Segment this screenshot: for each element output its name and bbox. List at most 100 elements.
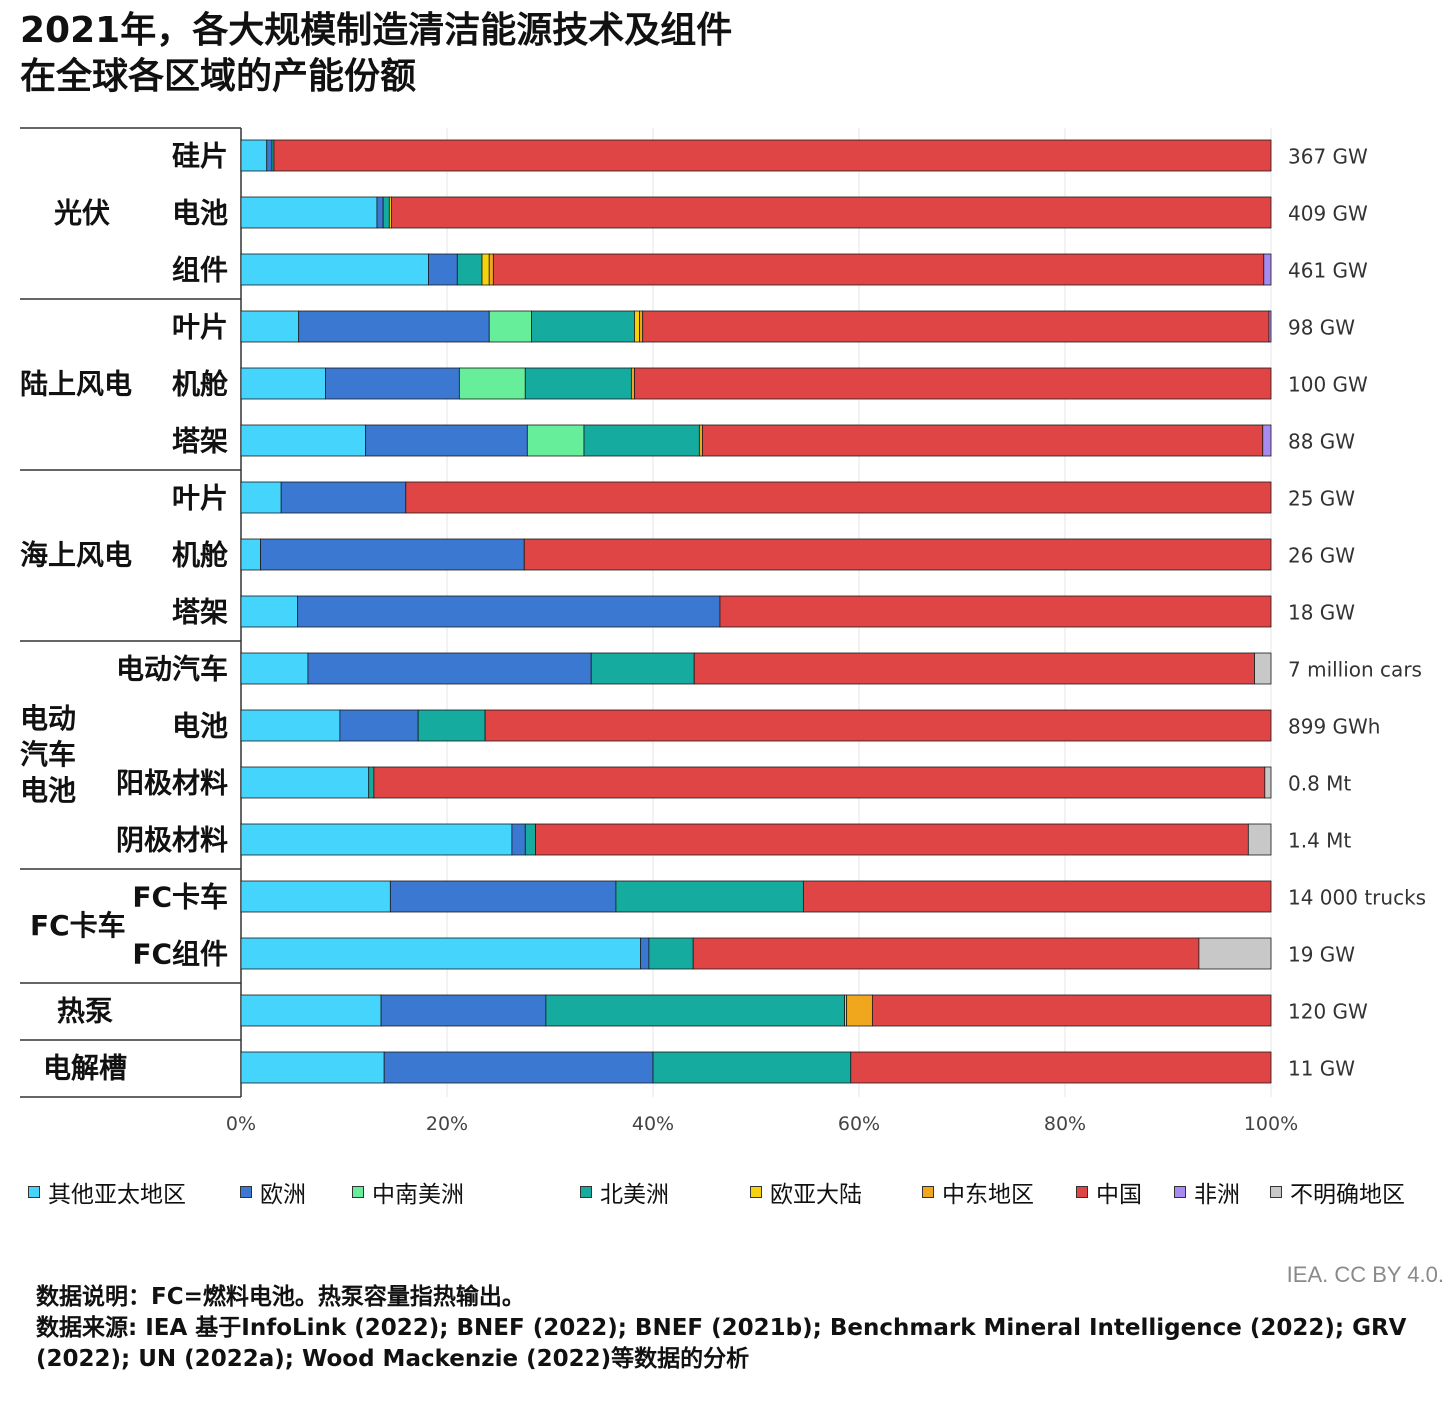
x-tick-label: 40% xyxy=(632,1113,674,1135)
bar-segment-unspecified: 不明确地区 xyxy=(1264,766,1272,799)
legend-swatch xyxy=(1174,1186,1186,1198)
row-label: 阴极材料 xyxy=(116,824,228,857)
capacity-label: 367 GW xyxy=(1288,145,1368,169)
legend-swatch xyxy=(750,1186,762,1198)
bar-segment-unspecified: 不明确地区 xyxy=(1254,652,1272,685)
bar-segment-europe: 欧洲 xyxy=(428,253,458,286)
row-label: 组件 xyxy=(172,254,228,287)
bar-segment-china: 中国 xyxy=(405,481,1272,514)
capacity-label: 14 000 trucks xyxy=(1288,886,1426,910)
legend-item-africa: 非洲 xyxy=(1174,1172,1240,1212)
capacity-label: 98 GW xyxy=(1288,316,1355,340)
bar-segment-middle_east: 中东地区 xyxy=(488,253,494,286)
bar-segment-other_apac: 其他亚太地区 xyxy=(240,139,268,172)
capacity-label: 409 GW xyxy=(1288,202,1368,226)
bar-segment-china: 中国 xyxy=(634,367,1272,400)
legend-swatch xyxy=(1076,1186,1088,1198)
bar-segment-north_america: 北美洲 xyxy=(531,310,635,343)
chart-title-line-2: 在全球各区域的产能份额 xyxy=(20,56,417,97)
row-label: 机舱 xyxy=(172,539,229,572)
bar-segment-other_apac: 其他亚太地区 xyxy=(240,367,326,400)
row-label: 塔架 xyxy=(172,596,228,629)
bar-segment-europe: 欧洲 xyxy=(307,652,592,685)
row-label: 电池 xyxy=(172,197,228,230)
legend-item-europe: 欧洲 xyxy=(240,1172,306,1212)
legend-swatch xyxy=(1270,1186,1282,1198)
group-label: 电动汽车电池 xyxy=(20,702,76,807)
bar-segment-csam: 中南美洲 xyxy=(526,424,585,457)
bar-segment-china: 中国 xyxy=(273,139,1272,172)
x-tick-label: 0% xyxy=(226,1113,256,1135)
bar-segment-europe: 欧洲 xyxy=(383,1051,654,1084)
legend-swatch xyxy=(28,1186,40,1198)
bar-segment-other_apac: 其他亚太地区 xyxy=(240,709,341,742)
legend-label: 非洲 xyxy=(1194,1182,1240,1208)
chart-title-line-1: 2021年，各大规模制造清洁能源技术及组件 xyxy=(20,10,733,51)
bar-segment-north_america: 北美洲 xyxy=(524,823,536,856)
group-label: 光伏 xyxy=(53,197,110,230)
bar-segment-csam: 中南美洲 xyxy=(488,310,532,343)
bar-segment-north_america: 北美洲 xyxy=(456,253,483,286)
legend-item-north_america: 北美洲 xyxy=(580,1172,669,1212)
bar-segment-china: 中国 xyxy=(850,1051,1272,1084)
bar-segment-middle_east: 中东地区 xyxy=(639,310,644,343)
chart-title: 2021年，各大规模制造清洁能源技术及组件 在全球各区域的产能份额 xyxy=(20,8,1020,100)
bar-segment-other_apac: 其他亚太地区 xyxy=(240,994,382,1027)
chart-legend: 其他亚太地区 欧洲 中南美洲 北美洲 欧亚大陆 中东地区 中国 非洲 不明确地区 xyxy=(0,1172,1450,1212)
bar-segment-other_apac: 其他亚太地区 xyxy=(240,424,367,457)
row-label: 叶片 xyxy=(172,311,228,344)
capacity-label: 120 GW xyxy=(1288,1000,1368,1024)
legend-item-other_apac: 其他亚太地区 xyxy=(28,1172,186,1212)
legend-item-china: 中国 xyxy=(1076,1172,1142,1212)
row-label: 机舱 xyxy=(172,368,229,401)
bar-segment-other_apac: 其他亚太地区 xyxy=(240,196,378,229)
bar-segment-china: 中国 xyxy=(802,880,1272,913)
legend-label: 中国 xyxy=(1096,1182,1142,1208)
legend-label: 欧亚大陆 xyxy=(770,1182,862,1208)
bar-segment-other_apac: 其他亚太地区 xyxy=(240,766,370,799)
bar-segment-europe: 欧洲 xyxy=(511,823,526,856)
capacity-label: 25 GW xyxy=(1288,487,1355,511)
legend-label: 其他亚太地区 xyxy=(48,1182,186,1208)
bar-segment-north_america: 北美洲 xyxy=(615,880,804,913)
bar-segment-china: 中国 xyxy=(390,196,1272,229)
bar-segment-other_apac: 其他亚太地区 xyxy=(240,652,309,685)
bar-segment-north_america: 北美洲 xyxy=(545,994,845,1027)
row-label: FC组件 xyxy=(132,938,228,971)
x-tick-label: 80% xyxy=(1044,1113,1086,1135)
bar-segment-europe: 欧洲 xyxy=(380,994,547,1027)
bar-segment-north_america: 北美洲 xyxy=(648,937,694,970)
bar-segment-africa: 非洲 xyxy=(1263,253,1272,286)
legend-swatch xyxy=(352,1186,364,1198)
bar-segment-china: 中国 xyxy=(523,538,1272,571)
capacity-label: 19 GW xyxy=(1288,943,1355,967)
bar-segment-unspecified: 不明确地区 xyxy=(1247,823,1272,856)
bar-segment-north_america: 北美洲 xyxy=(524,367,632,400)
bar-segment-other_apac: 其他亚太地区 xyxy=(240,253,429,286)
row-label: 电动汽车 xyxy=(116,653,228,686)
bar-segment-other_apac: 其他亚太地区 xyxy=(240,595,299,628)
bar-segment-europe: 欧洲 xyxy=(376,196,384,229)
bar-segment-china: 中国 xyxy=(484,709,1272,742)
bar-segment-other_apac: 其他亚太地区 xyxy=(240,538,261,571)
legend-label: 不明确地区 xyxy=(1290,1182,1405,1208)
bar-segment-china: 中国 xyxy=(535,823,1249,856)
chart-notes: 数据说明：FC=燃料电池。热泵容量指热输出。 数据来源: IEA 基于InfoL… xyxy=(36,1282,1416,1375)
legend-swatch xyxy=(240,1186,252,1198)
legend-label: 欧洲 xyxy=(260,1182,306,1208)
credit-text: IEA. CC BY 4.0. xyxy=(1286,1262,1444,1287)
group-label: 海上风电 xyxy=(20,539,132,572)
bar-segment-other_apac: 其他亚太地区 xyxy=(240,310,300,343)
capacity-label: 11 GW xyxy=(1288,1057,1355,1081)
capacity-label: 461 GW xyxy=(1288,259,1368,283)
bar-segment-china: 中国 xyxy=(492,253,1265,286)
group-label: 热泵 xyxy=(57,995,113,1028)
bar-segment-other_apac: 其他亚太地区 xyxy=(240,481,282,514)
bar-segment-other_apac: 其他亚太地区 xyxy=(240,880,391,913)
bar-segment-china: 中国 xyxy=(642,310,1270,343)
legend-label: 中东地区 xyxy=(942,1182,1034,1208)
bar-segment-north_america: 北美洲 xyxy=(382,196,390,229)
bar-segment-europe: 欧洲 xyxy=(266,139,273,172)
bar-segment-eurasia: 欧亚大陆 xyxy=(481,253,490,286)
row-label: 电池 xyxy=(172,710,228,743)
